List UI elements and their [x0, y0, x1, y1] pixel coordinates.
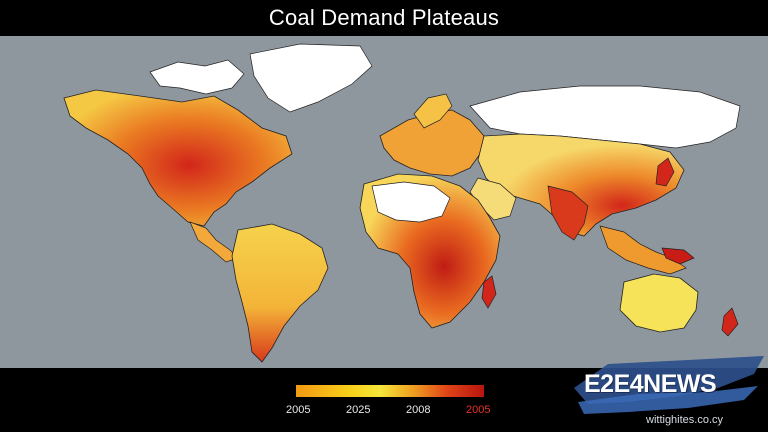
legend-label-3: 2008 — [406, 404, 431, 416]
new-zealand — [721, 307, 739, 337]
scandinavia — [413, 93, 453, 129]
arabia — [469, 177, 517, 221]
madagascar — [481, 275, 497, 309]
legend-label-1: 2005 — [286, 404, 311, 416]
north-america — [63, 89, 293, 227]
south-america — [231, 223, 329, 363]
brand-logo-swoosh — [574, 356, 764, 414]
arctic-islands — [149, 59, 245, 95]
legend-label-2: 2025 — [346, 404, 371, 416]
world-map — [0, 36, 768, 368]
legend-label-4: 2005 — [466, 404, 491, 416]
southeast-asia — [599, 225, 687, 275]
brand-url: wittighites.co.cy — [646, 414, 724, 426]
greenland — [249, 43, 373, 113]
world-map-svg — [63, 43, 741, 363]
sahara — [371, 181, 451, 223]
map-title: Coal Demand Plateaus — [268, 5, 500, 30]
central-america — [189, 221, 239, 263]
brand-name: E2E4NEWS — [584, 370, 717, 398]
australia — [619, 273, 699, 333]
legend-color-scale — [296, 385, 484, 397]
new-guinea — [661, 247, 695, 265]
title-bar: Coal Demand Plateaus — [0, 0, 768, 36]
japan — [655, 157, 675, 187]
india — [547, 185, 589, 241]
